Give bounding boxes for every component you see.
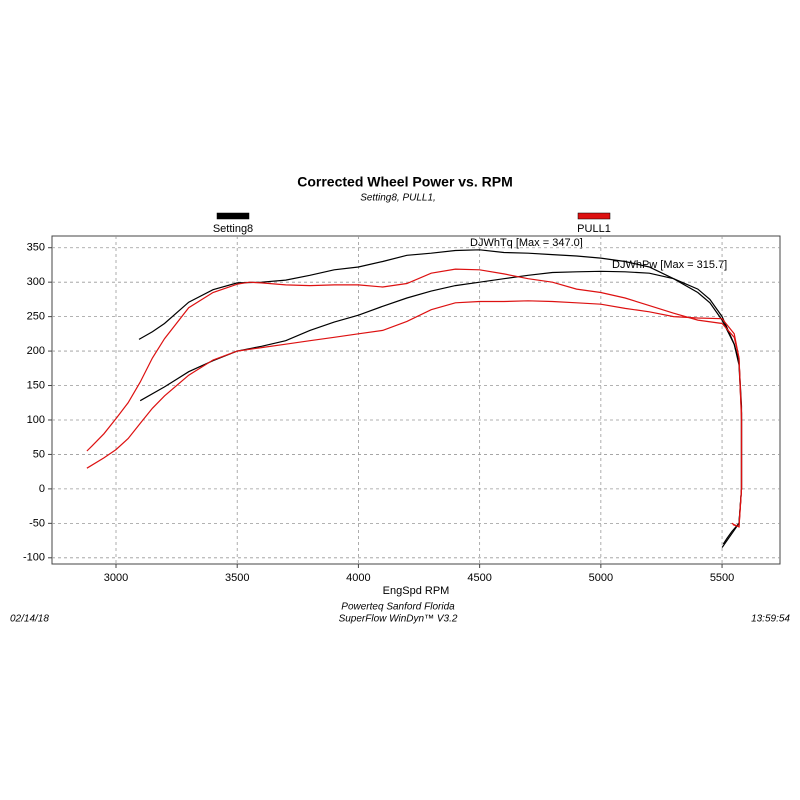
- plot-frame: [51, 235, 781, 565]
- chart-title: Corrected Wheel Power vs. RPM: [297, 174, 513, 190]
- legend-swatch: [577, 212, 611, 220]
- y-tick-label: 0: [39, 483, 45, 495]
- data-line: [86, 300, 743, 528]
- footer-location: Powerteq Sanford Florida: [341, 602, 455, 613]
- y-tick-label: -50: [29, 517, 45, 529]
- y-tick-label: 250: [27, 311, 45, 323]
- y-tick-label: 100: [27, 414, 45, 426]
- footer-date: 02/14/18: [10, 614, 49, 625]
- x-tick-label: 5500: [710, 572, 734, 584]
- x-axis-label: EngSpd RPM: [383, 585, 450, 597]
- y-tick-label: 150: [27, 379, 45, 391]
- y-tick-label: -100: [23, 552, 45, 564]
- footer-time: 13:59:54: [751, 614, 790, 625]
- y-tick-label: 300: [27, 276, 45, 288]
- chart-subtitle: Setting8, PULL1,: [360, 193, 436, 204]
- footer-software: SuperFlow WinDyn™ V3.2: [339, 614, 458, 625]
- y-tick-label: 350: [27, 242, 45, 254]
- annotation: DJWhPw [Max = 315.7]: [612, 259, 727, 271]
- legend-swatch: [216, 212, 250, 220]
- legend-label: PULL1: [577, 223, 611, 235]
- x-tick-label: 5000: [589, 572, 613, 584]
- x-tick-label: 4500: [467, 572, 491, 584]
- y-tick-label: 50: [33, 448, 45, 460]
- legend-label: Setting8: [213, 223, 253, 235]
- y-tick-label: 200: [27, 345, 45, 357]
- x-tick-label: 3000: [104, 572, 128, 584]
- data-line: [86, 268, 743, 528]
- annotation: DJWhTq [Max = 347.0]: [470, 237, 583, 249]
- x-tick-label: 3500: [225, 572, 249, 584]
- x-tick-label: 4000: [346, 572, 370, 584]
